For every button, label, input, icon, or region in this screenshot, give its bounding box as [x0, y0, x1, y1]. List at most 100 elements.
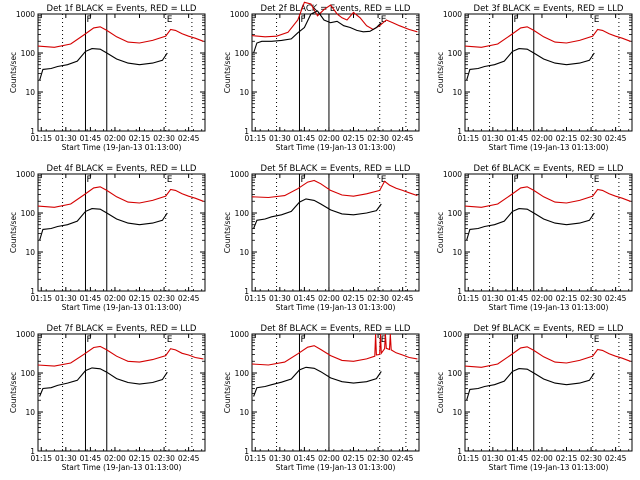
- x-tick-label: 02:45: [605, 454, 627, 463]
- y-tick-label: 10: [25, 408, 35, 417]
- x-tick-label: 02:45: [605, 134, 627, 143]
- chart-title: Det 6f BLACK = Events, RED = LLD: [474, 164, 624, 174]
- x-tick-label: 02:15: [129, 294, 151, 303]
- events-series-line: [253, 10, 382, 54]
- x-tick-label: 02:00: [531, 454, 553, 463]
- y-axis-label: Counts/sec: [9, 212, 18, 253]
- x-tick-label: 02:30: [153, 134, 175, 143]
- chart-title: Det 5f BLACK = Events, RED = LLD: [261, 164, 411, 174]
- events-series-line: [466, 48, 595, 81]
- y-tick-label: 1000: [230, 10, 249, 19]
- events-series-line: [39, 367, 168, 397]
- x-tick-label: 01:45: [80, 454, 102, 463]
- plot-frame: [37, 173, 206, 292]
- y-tick-label: 10: [239, 408, 249, 417]
- plot-frame: [251, 13, 420, 132]
- time-marker-label: F: [513, 15, 518, 25]
- y-tick-label: 100: [21, 369, 36, 378]
- y-axis-label: Counts/sec: [436, 372, 445, 413]
- y-tick-label: 100: [448, 209, 463, 218]
- x-tick-label: 02:30: [580, 134, 602, 143]
- plot-frame: [251, 173, 420, 292]
- y-tick-label: 100: [448, 369, 463, 378]
- x-axis-label: Start Time (19-Jan-13 01:13:00): [489, 463, 609, 472]
- x-tick-label: 02:00: [531, 134, 553, 143]
- y-tick-label: 1000: [16, 330, 35, 339]
- x-tick-label: 02:15: [129, 134, 151, 143]
- time-marker-label: F: [86, 15, 91, 25]
- time-marker-label: F: [513, 175, 518, 185]
- y-tick-label: 1: [30, 127, 35, 136]
- x-axis-label: Start Time (19-Jan-13 01:13:00): [489, 143, 609, 152]
- y-tick-label: 1000: [16, 170, 35, 179]
- x-tick-label: 01:45: [294, 294, 316, 303]
- chart-title: Det 1f BLACK = Events, RED = LLD: [47, 4, 197, 14]
- lld-series-line: [37, 345, 204, 367]
- time-marker-label: E: [594, 175, 600, 185]
- x-tick-label: 02:15: [343, 134, 365, 143]
- y-tick-label: 1000: [443, 10, 462, 19]
- plot-frame: [251, 333, 420, 452]
- y-tick-label: 1000: [443, 330, 462, 339]
- y-axis-label: Counts/sec: [9, 52, 18, 93]
- x-tick-label: 02:45: [392, 454, 414, 463]
- y-tick-label: 1000: [16, 10, 35, 19]
- x-tick-label: 01:45: [294, 134, 316, 143]
- x-tick-label: 02:15: [343, 294, 365, 303]
- x-tick-label: 02:00: [318, 134, 340, 143]
- chart-title: Det 2f BLACK = Events, RED = LLD: [261, 4, 411, 14]
- chart-title: Det 8f BLACK = Events, RED = LLD: [261, 324, 411, 334]
- y-tick-label: 1: [457, 287, 462, 296]
- y-tick-label: 1: [457, 127, 462, 136]
- y-axis-label: Counts/sec: [9, 372, 18, 413]
- x-axis-label: Start Time (19-Jan-13 01:13:00): [62, 463, 182, 472]
- lld-series-line: [464, 26, 631, 48]
- time-marker-label: F: [300, 15, 305, 25]
- y-tick-label: 1: [244, 447, 249, 456]
- y-tick-label: 100: [448, 49, 463, 58]
- x-tick-label: 02:45: [392, 134, 414, 143]
- time-marker-label: E: [381, 15, 387, 25]
- time-marker-label: E: [594, 335, 600, 345]
- x-axis-label: Start Time (19-Jan-13 01:13:00): [489, 303, 609, 312]
- x-tick-label: 02:00: [104, 454, 126, 463]
- events-series-line: [253, 366, 382, 397]
- time-marker-label: F: [513, 335, 518, 345]
- y-tick-label: 1: [457, 447, 462, 456]
- x-tick-label: 01:45: [294, 454, 316, 463]
- time-marker-label: E: [381, 335, 387, 345]
- lld-series-line: [251, 1, 418, 38]
- y-tick-label: 10: [25, 88, 35, 97]
- y-axis-label: Counts/sec: [223, 52, 232, 93]
- x-tick-label: 02:30: [580, 454, 602, 463]
- y-axis-label: Counts/sec: [436, 212, 445, 253]
- y-tick-label: 100: [235, 49, 250, 58]
- x-axis-label: Start Time (19-Jan-13 01:13:00): [276, 463, 396, 472]
- lld-series-line: [251, 333, 418, 366]
- x-tick-label: 02:45: [605, 294, 627, 303]
- x-tick-label: 02:00: [104, 134, 126, 143]
- x-tick-label: 02:30: [153, 454, 175, 463]
- y-tick-label: 1: [244, 287, 249, 296]
- x-tick-label: 02:15: [556, 134, 578, 143]
- lld-series-line: [251, 179, 418, 199]
- x-tick-label: 02:15: [343, 454, 365, 463]
- x-tick-label: 02:15: [129, 454, 151, 463]
- y-tick-label: 100: [21, 209, 36, 218]
- x-axis-label: Start Time (19-Jan-13 01:13:00): [62, 303, 182, 312]
- x-tick-label: 02:45: [392, 294, 414, 303]
- lld-series-line: [464, 186, 631, 208]
- y-tick-label: 1: [244, 127, 249, 136]
- x-tick-label: 01:15: [457, 454, 479, 463]
- x-tick-label: 01:15: [30, 294, 52, 303]
- x-tick-label: 01:45: [80, 134, 102, 143]
- x-tick-label: 02:45: [178, 134, 200, 143]
- plot-frame: [37, 13, 206, 132]
- x-tick-label: 01:15: [244, 134, 266, 143]
- y-axis-label: Counts/sec: [436, 52, 445, 93]
- x-tick-label: 02:30: [367, 454, 389, 463]
